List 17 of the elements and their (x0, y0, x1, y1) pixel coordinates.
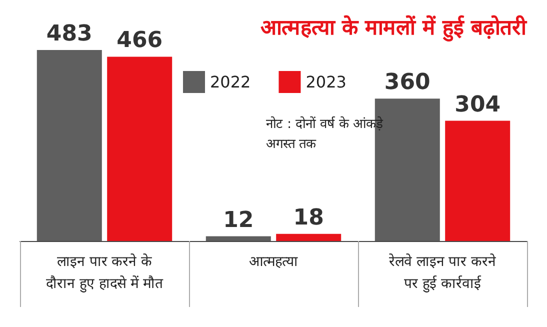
legend-label: 2023 (306, 72, 346, 92)
data-label: 18 (293, 205, 324, 230)
x-tick-label: आत्महत्या (249, 254, 298, 270)
x-tick-label: लाइन पार करने के दौरान हुए हादसे में मौत (46, 253, 164, 293)
bar (276, 234, 342, 241)
data-label: 12 (223, 208, 254, 233)
bar (445, 120, 510, 241)
x-tick-label: रेलवे लाइन पार करने पर हुई कार्रवाई (388, 253, 496, 293)
bar (206, 236, 271, 241)
data-label: 304 (454, 92, 501, 118)
bar (107, 56, 172, 241)
bar (36, 50, 102, 241)
data-label: 466 (116, 28, 163, 54)
chart-title: आत्महत्या के मामलों में हुई बढ़ोतरी (260, 14, 528, 42)
legend-label: 2022 (210, 72, 251, 92)
data-label: 360 (384, 70, 430, 96)
data-label: 483 (46, 22, 92, 46)
